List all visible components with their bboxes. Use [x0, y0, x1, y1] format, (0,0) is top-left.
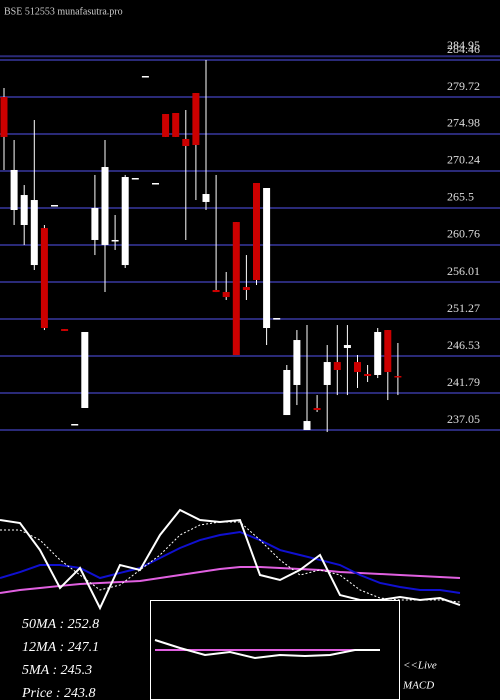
candle-body: [242, 287, 250, 291]
candle-body: [182, 138, 190, 147]
candle-body: [172, 113, 180, 137]
candle-body: [71, 424, 79, 426]
candle-body: [384, 330, 392, 373]
y-tick-label: 279.72: [447, 79, 480, 93]
chart-title: BSE 512553 munafasutra.pro: [4, 6, 123, 17]
candle-body: [0, 97, 8, 137]
candle-body: [40, 228, 48, 329]
candle-body: [374, 331, 382, 375]
candle-body: [20, 195, 28, 225]
candle-body: [212, 290, 220, 293]
candle-body: [283, 369, 291, 416]
y-tick-label: 251.27: [447, 301, 480, 315]
y-tick-label: 237.05: [447, 412, 480, 426]
candle-body: [232, 222, 240, 356]
candle-body: [152, 183, 159, 185]
legend-entry: Price : 243.8: [21, 686, 95, 700]
y-tick-label: 284.95: [447, 38, 480, 52]
candle-body: [253, 183, 260, 281]
candle-body: [273, 318, 281, 320]
indicator-line: [0, 508, 461, 611]
candle-body: [202, 194, 210, 202]
candle-body: [81, 331, 89, 409]
y-tick-label: 256.01: [447, 264, 480, 278]
y-tick-label: 274.98: [447, 116, 480, 130]
indicator-line: [154, 639, 380, 660]
indicator-line: [0, 565, 461, 594]
candle-body: [222, 292, 230, 298]
candle-body: [121, 176, 129, 266]
y-tick-label: 246.53: [447, 338, 480, 352]
candle-body: [303, 421, 311, 431]
y-tick-label: 260.76: [447, 227, 480, 241]
annotation: <<Live: [403, 660, 437, 672]
candle-body: [30, 200, 38, 266]
indicator-line: [0, 530, 461, 594]
y-tick-label: 241.79: [447, 375, 480, 389]
candle-body: [111, 239, 119, 242]
legend-entry: 12MA : 247.1: [22, 640, 99, 655]
candle-body: [192, 93, 200, 146]
annotation: MACD: [402, 680, 434, 692]
candle-body: [293, 340, 301, 385]
candle-body: [141, 76, 149, 78]
candle-body: [354, 362, 361, 373]
candle-body: [263, 188, 271, 329]
candle-body: [51, 205, 58, 207]
legend-entry: 50MA : 252.8: [22, 617, 99, 632]
y-tick-label: 284.46: [447, 42, 480, 56]
candle-body: [364, 373, 372, 377]
candle-body: [394, 376, 402, 378]
candle-body: [101, 167, 109, 245]
candle-body: [91, 207, 99, 240]
candle-body: [313, 408, 321, 411]
legend-entry: 5MA : 245.3: [22, 663, 92, 678]
candle-body: [323, 362, 331, 385]
candle-body: [10, 169, 18, 211]
candle-body: [343, 345, 351, 348]
y-tick-label: 270.24: [447, 153, 480, 167]
candle-body: [131, 178, 139, 180]
y-tick-label: 265.5: [447, 190, 474, 204]
candle-body: [333, 362, 341, 370]
candle-body: [162, 114, 170, 137]
candle-body: [61, 329, 69, 331]
